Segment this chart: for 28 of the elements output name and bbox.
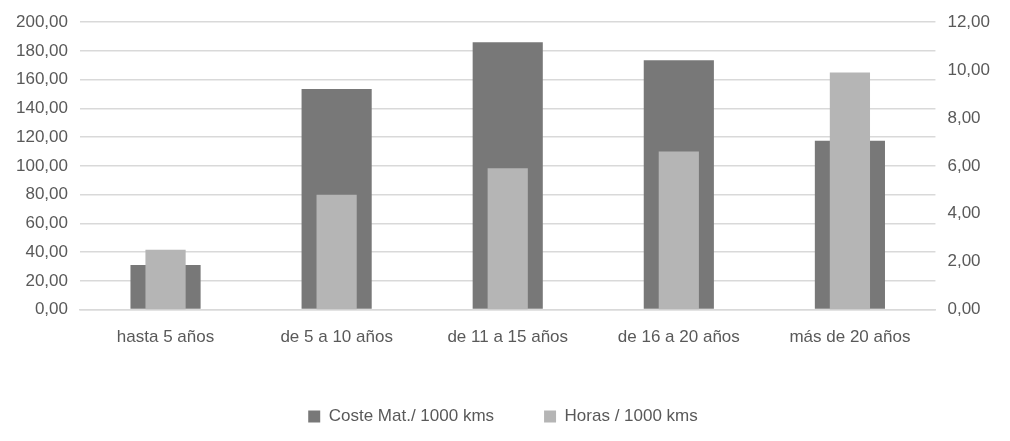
x-tick-label: de 5 a 10 años: [280, 327, 393, 347]
legend-label: Coste Mat./ 1000 kms: [328, 406, 495, 426]
y2-tick-label: 8,00: [947, 107, 981, 127]
y-tick-label: 120,00: [16, 126, 68, 146]
x-tick-label: de 11 a 15 años: [447, 327, 569, 347]
y2-tick-label: 10,00: [947, 59, 991, 79]
y2-tick-label: 2,00: [947, 251, 981, 271]
y2-tick-label: 0,00: [947, 299, 981, 319]
y-tick-label: 0,00: [34, 299, 68, 319]
y-tick-label: 180,00: [16, 40, 68, 60]
y-tick-label: 20,00: [25, 270, 68, 290]
bar: [487, 168, 528, 310]
bar: [658, 151, 699, 310]
y2-tick-label: 6,00: [947, 155, 981, 175]
y-tick-label: 60,00: [25, 213, 68, 233]
y-tick-label: 100,00: [16, 155, 68, 175]
x-tick-label: más de 20 años: [789, 327, 911, 347]
y2-tick-label: 12,00: [947, 11, 991, 31]
y-tick-label: 40,00: [25, 241, 68, 261]
y2-tick-label: 4,00: [947, 203, 981, 223]
y-tick-label: 160,00: [16, 69, 68, 89]
x-tick-label: de 16 a 20 años: [617, 327, 740, 347]
y-tick-label: 200,00: [16, 11, 68, 31]
legend-label: Horas / 1000 kms: [564, 406, 698, 426]
x-tick-label: hasta 5 años: [116, 327, 215, 347]
y-tick-label: 140,00: [16, 98, 68, 118]
y-tick-label: 80,00: [25, 184, 68, 204]
bar: [316, 194, 357, 310]
